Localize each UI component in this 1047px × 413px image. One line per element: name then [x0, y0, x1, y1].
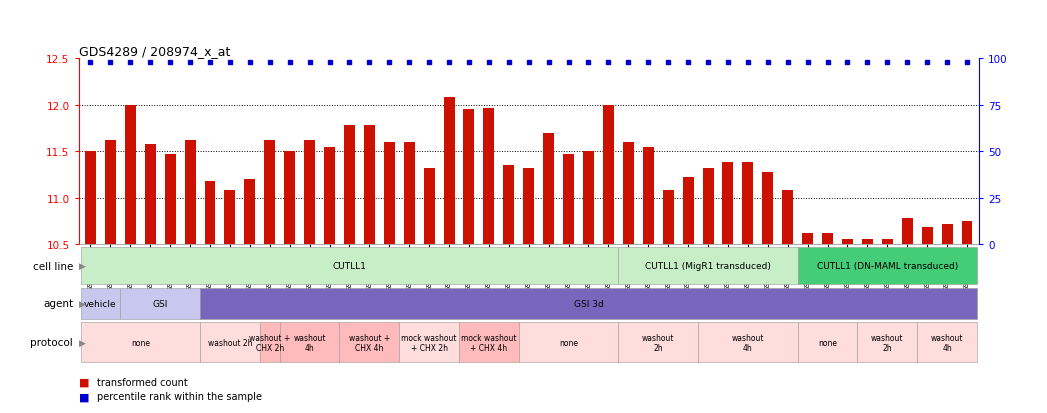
Bar — [464, 110, 474, 244]
Text: GDS4289 / 208974_x_at: GDS4289 / 208974_x_at — [79, 45, 230, 58]
Text: mock washout
+ CHX 2h: mock washout + CHX 2h — [401, 333, 456, 352]
Text: washout
4h: washout 4h — [931, 333, 963, 352]
Bar — [399, 323, 459, 363]
Text: washout
2h: washout 2h — [642, 333, 674, 352]
Text: none: none — [131, 338, 150, 347]
Bar — [120, 288, 200, 319]
Bar — [164, 154, 176, 244]
Bar — [264, 141, 275, 244]
Bar — [280, 323, 339, 363]
Bar — [325, 147, 335, 244]
Bar — [798, 247, 977, 285]
Bar — [444, 98, 454, 244]
Bar — [459, 323, 518, 363]
Bar — [404, 142, 415, 244]
Bar — [81, 288, 120, 319]
Text: CUTLL1 (DN-MAML transduced): CUTLL1 (DN-MAML transduced) — [817, 261, 958, 271]
Bar — [703, 169, 713, 244]
Text: washout
4h: washout 4h — [732, 333, 764, 352]
Text: washout
2h: washout 2h — [871, 333, 904, 352]
Bar — [822, 233, 833, 244]
Text: none: none — [559, 338, 578, 347]
Text: CUTLL1 (MigR1 transduced): CUTLL1 (MigR1 transduced) — [645, 261, 771, 271]
Text: protocol: protocol — [30, 337, 73, 347]
Bar — [518, 323, 619, 363]
Bar — [105, 141, 116, 244]
Text: cell line: cell line — [32, 261, 73, 271]
Bar — [200, 288, 977, 319]
Bar — [802, 233, 814, 244]
Bar — [344, 126, 355, 244]
Bar — [798, 323, 857, 363]
Bar — [85, 152, 96, 244]
Bar — [304, 141, 315, 244]
Text: CUTLL1: CUTLL1 — [333, 261, 366, 271]
Text: agent: agent — [43, 299, 73, 309]
Bar — [941, 224, 953, 244]
Bar — [244, 180, 255, 244]
Bar — [698, 323, 798, 363]
Text: transformed count: transformed count — [97, 377, 188, 387]
Bar — [862, 240, 873, 244]
Bar — [921, 228, 933, 244]
Bar — [81, 323, 200, 363]
Text: ▶: ▶ — [80, 338, 86, 347]
Text: GSI: GSI — [153, 299, 168, 308]
Bar — [619, 247, 798, 285]
Bar — [200, 323, 260, 363]
Bar — [663, 191, 673, 244]
Bar — [742, 163, 754, 244]
Text: ■: ■ — [79, 377, 89, 387]
Bar — [722, 163, 733, 244]
Bar — [504, 166, 514, 244]
Text: ■: ■ — [79, 392, 89, 401]
Bar — [603, 106, 614, 244]
Bar — [623, 142, 633, 244]
Bar — [961, 221, 973, 244]
Bar — [842, 240, 853, 244]
Text: washout +
CHX 4h: washout + CHX 4h — [349, 333, 389, 352]
Bar — [339, 323, 399, 363]
Bar — [144, 145, 156, 244]
Text: percentile rank within the sample: percentile rank within the sample — [97, 392, 263, 401]
Text: washout 2h: washout 2h — [207, 338, 252, 347]
Bar — [484, 108, 494, 244]
Bar — [384, 142, 395, 244]
Bar — [184, 141, 196, 244]
Bar — [901, 218, 913, 244]
Bar — [762, 172, 774, 244]
Bar — [583, 152, 594, 244]
Bar — [260, 323, 280, 363]
Bar — [563, 154, 574, 244]
Bar — [204, 182, 216, 244]
Bar — [782, 191, 794, 244]
Bar — [284, 152, 295, 244]
Bar — [917, 323, 977, 363]
Text: GSI 3d: GSI 3d — [574, 299, 603, 308]
Text: mock washout
+ CHX 4h: mock washout + CHX 4h — [461, 333, 516, 352]
Bar — [364, 126, 375, 244]
Bar — [857, 323, 917, 363]
Bar — [524, 169, 534, 244]
Text: ▶: ▶ — [80, 261, 86, 271]
Bar — [125, 106, 136, 244]
Bar — [224, 191, 236, 244]
Text: washout +
CHX 2h: washout + CHX 2h — [249, 333, 290, 352]
Text: none: none — [818, 338, 837, 347]
Bar — [424, 169, 435, 244]
Bar — [882, 240, 893, 244]
Bar — [683, 178, 693, 244]
Text: ▶: ▶ — [80, 299, 86, 308]
Bar — [543, 133, 554, 244]
Text: vehicle: vehicle — [84, 299, 117, 308]
Bar — [643, 147, 653, 244]
Text: washout
4h: washout 4h — [293, 333, 326, 352]
Bar — [81, 247, 619, 285]
Bar — [619, 323, 698, 363]
